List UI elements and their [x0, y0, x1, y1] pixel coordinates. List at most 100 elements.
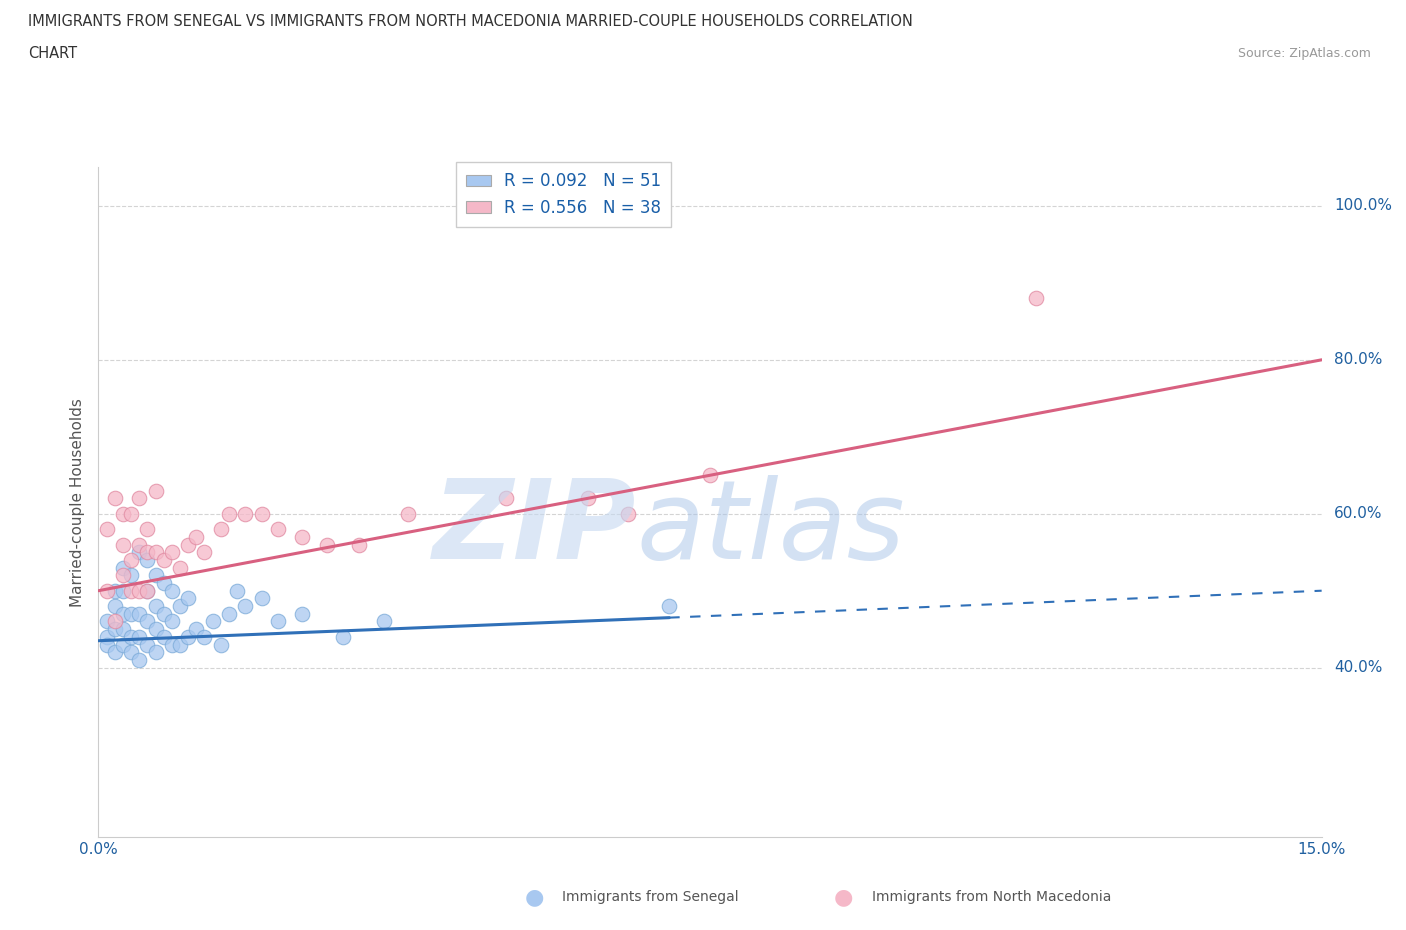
Point — [658, 599, 681, 614]
Point — [291, 606, 314, 621]
Text: 80.0%: 80.0% — [1334, 352, 1382, 367]
Point — [111, 506, 134, 521]
Point — [128, 606, 150, 621]
Text: ZIP: ZIP — [433, 475, 637, 582]
Point — [145, 568, 167, 583]
Point — [96, 637, 118, 652]
Point — [111, 538, 134, 552]
Point — [495, 491, 517, 506]
Point — [111, 583, 134, 598]
Point — [120, 630, 142, 644]
Point — [128, 545, 150, 560]
Text: CHART: CHART — [28, 46, 77, 61]
Point — [186, 622, 208, 637]
Point — [226, 583, 249, 598]
Point — [169, 560, 191, 575]
Point — [128, 538, 150, 552]
Point — [128, 491, 150, 506]
Point — [136, 522, 159, 537]
Point — [120, 644, 142, 659]
Point — [96, 614, 118, 629]
Point — [699, 468, 721, 483]
Point — [136, 614, 159, 629]
Point — [104, 622, 127, 637]
Point — [169, 637, 191, 652]
Point — [315, 538, 337, 552]
Point — [128, 630, 150, 644]
Point — [218, 506, 240, 521]
Point — [120, 506, 142, 521]
Point — [177, 630, 200, 644]
Point — [96, 522, 118, 537]
Text: ●: ● — [834, 887, 853, 908]
Point — [152, 576, 174, 591]
Point — [104, 614, 127, 629]
Point — [145, 545, 167, 560]
Point — [104, 583, 127, 598]
Point — [128, 583, 150, 598]
Point — [267, 614, 290, 629]
Point — [250, 506, 273, 521]
Point — [209, 522, 232, 537]
Point — [233, 506, 256, 521]
Text: 60.0%: 60.0% — [1334, 506, 1382, 521]
Point — [145, 622, 167, 637]
Point — [136, 637, 159, 652]
Text: Source: ZipAtlas.com: Source: ZipAtlas.com — [1237, 46, 1371, 60]
Point — [233, 599, 256, 614]
Point — [160, 614, 183, 629]
Point — [96, 630, 118, 644]
Text: ●: ● — [524, 887, 544, 908]
Point — [128, 653, 150, 668]
Point — [576, 491, 599, 506]
Point — [111, 622, 134, 637]
Text: 40.0%: 40.0% — [1334, 660, 1382, 675]
Point — [136, 552, 159, 567]
Point — [193, 545, 215, 560]
Point — [169, 599, 191, 614]
Point — [186, 529, 208, 544]
Point — [160, 637, 183, 652]
Point — [250, 591, 273, 605]
Text: Immigrants from North Macedonia: Immigrants from North Macedonia — [872, 890, 1111, 905]
Point — [349, 538, 371, 552]
Y-axis label: Married-couple Households: Married-couple Households — [70, 398, 86, 606]
Point — [111, 560, 134, 575]
Point — [120, 583, 142, 598]
Point — [332, 630, 354, 644]
Point — [152, 552, 174, 567]
Point — [617, 506, 640, 521]
Point — [396, 506, 419, 521]
Point — [120, 568, 142, 583]
Point — [111, 568, 134, 583]
Point — [218, 606, 240, 621]
Point — [111, 637, 134, 652]
Point — [136, 583, 159, 598]
Point — [177, 591, 200, 605]
Text: Immigrants from Senegal: Immigrants from Senegal — [562, 890, 740, 905]
Point — [104, 599, 127, 614]
Point — [145, 644, 167, 659]
Legend: R = 0.092   N = 51, R = 0.556   N = 38: R = 0.092 N = 51, R = 0.556 N = 38 — [456, 163, 671, 227]
Text: IMMIGRANTS FROM SENEGAL VS IMMIGRANTS FROM NORTH MACEDONIA MARRIED-COUPLE HOUSEH: IMMIGRANTS FROM SENEGAL VS IMMIGRANTS FR… — [28, 14, 912, 29]
Text: atlas: atlas — [637, 475, 905, 582]
Point — [1025, 291, 1047, 306]
Point — [177, 538, 200, 552]
Point — [201, 614, 224, 629]
Point — [104, 644, 127, 659]
Point — [152, 606, 174, 621]
Point — [136, 583, 159, 598]
Text: 100.0%: 100.0% — [1334, 198, 1392, 213]
Point — [120, 606, 142, 621]
Point — [136, 545, 159, 560]
Point — [145, 599, 167, 614]
Point — [193, 630, 215, 644]
Point — [145, 484, 167, 498]
Point — [373, 614, 395, 629]
Point — [267, 522, 290, 537]
Point — [120, 552, 142, 567]
Point — [291, 529, 314, 544]
Point — [96, 583, 118, 598]
Point — [111, 606, 134, 621]
Point — [160, 545, 183, 560]
